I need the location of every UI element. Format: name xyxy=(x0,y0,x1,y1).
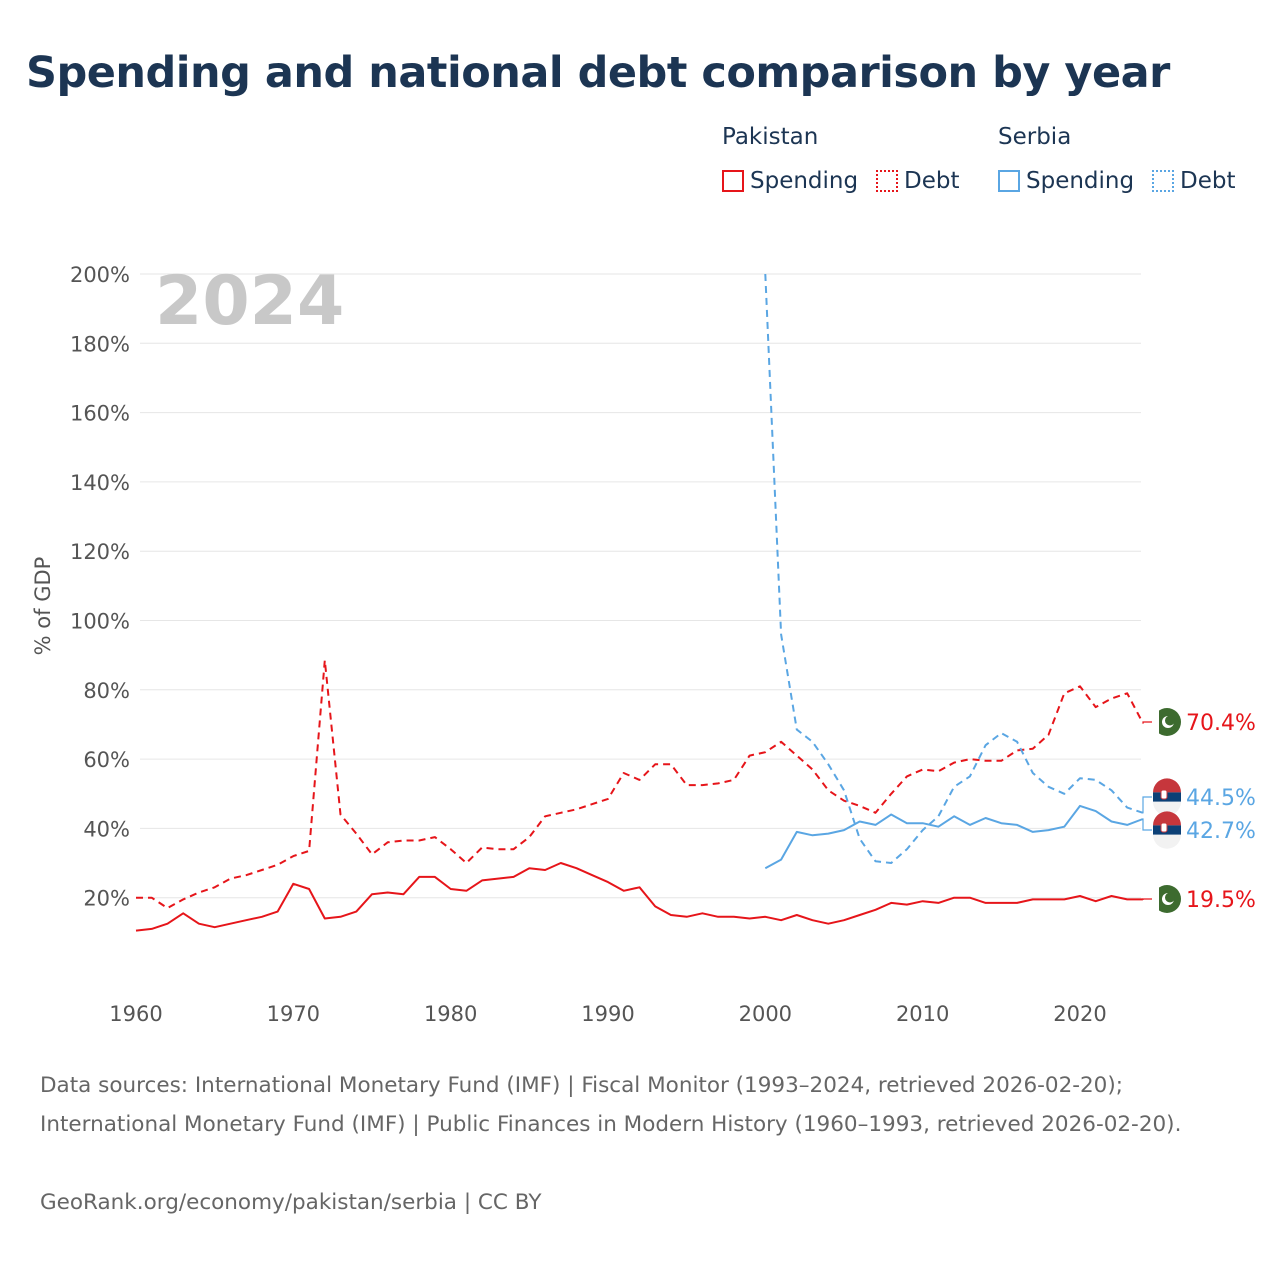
x-tick-label: 2000 xyxy=(739,1002,792,1026)
y-tick-label: 200% xyxy=(70,263,130,287)
pakistan-flag-icon xyxy=(1153,708,1181,736)
y-tick-label: 180% xyxy=(70,332,130,356)
pakistan-flag-icon xyxy=(1153,885,1181,913)
x-tick-label: 1980 xyxy=(424,1002,477,1026)
legend-serbia-debt[interactable]: Debt xyxy=(1152,166,1235,196)
credit-link[interactable]: GeoRank.org/economy/pakistan/serbia | CC… xyxy=(40,1190,542,1215)
x-tick-label: 1990 xyxy=(581,1002,634,1026)
y-tick-label: 40% xyxy=(83,817,130,841)
series-line-serbia-spending xyxy=(764,804,1144,870)
y-axis-label: % of GDP xyxy=(31,557,55,656)
serbia-flag-icon xyxy=(1153,778,1181,816)
leader-line xyxy=(1142,796,1152,814)
serbia-flag-icon xyxy=(1153,811,1181,849)
x-tick-label: 1970 xyxy=(267,1002,320,1026)
legend-swatch-solid-icon xyxy=(998,170,1020,192)
data-sources: Data sources: International Monetary Fun… xyxy=(40,1073,1182,1137)
y-tick-label: 20% xyxy=(83,887,130,911)
legend-country-pakistan: Pakistan xyxy=(722,124,819,150)
end-value-label: 44.5% xyxy=(1186,786,1256,811)
x-axis: 1960 1970 1980 1990 2000 2010 2020 xyxy=(109,1002,1106,1026)
x-tick-label: 2010 xyxy=(896,1002,949,1026)
legend-pakistan-spending[interactable]: Spending xyxy=(722,166,858,196)
chart-title: Spending and national debt comparison by… xyxy=(26,48,1170,98)
legend-pakistan-debt[interactable]: Debt xyxy=(876,166,959,196)
legend-swatch-dotted-icon xyxy=(876,170,898,192)
end-value-label: 19.5% xyxy=(1186,888,1256,913)
series-line-serbia-debt xyxy=(764,273,1144,864)
legend-label: Debt xyxy=(904,168,960,194)
legend-country-serbia: Serbia xyxy=(998,124,1072,150)
end-labels: 70.4% 19.5% 44.5% 42.7% xyxy=(1142,708,1256,913)
legend-label: Spending xyxy=(1026,168,1135,194)
series-line-pakistan-debt xyxy=(136,659,1144,910)
legend-label: Debt xyxy=(1180,168,1236,194)
x-tick-label: 2020 xyxy=(1053,1002,1106,1026)
end-value-label: 42.7% xyxy=(1186,819,1256,844)
y-tick-label: 140% xyxy=(70,471,130,495)
legend-label: Spending xyxy=(750,168,859,194)
year-watermark: 2024 xyxy=(155,262,344,341)
y-tick-label: 100% xyxy=(70,610,130,634)
legend-swatch-solid-icon xyxy=(722,170,744,192)
y-tick-label: 80% xyxy=(83,679,130,703)
x-tick-label: 1960 xyxy=(109,1002,162,1026)
legend-swatch-dotted-icon xyxy=(1152,170,1174,192)
y-tick-label: 120% xyxy=(70,540,130,564)
end-value-label: 70.4% xyxy=(1186,711,1256,736)
y-axis: 20% 40% 60% 80% 100% 120% 140% 160% 180% 200% xyxy=(70,263,130,911)
series-line-pakistan-spending xyxy=(135,862,1143,932)
y-tick-label: 160% xyxy=(70,402,130,426)
gridlines xyxy=(140,273,1141,899)
y-tick-label: 60% xyxy=(83,748,130,772)
legend-serbia-spending[interactable]: Spending xyxy=(998,166,1134,196)
series-lines xyxy=(135,273,1144,932)
chart-plot: 2024 20% 40% 60% 80% 100% 120% 140% 160% 180% 200… xyxy=(31,262,1256,1026)
leader-line xyxy=(1142,721,1152,724)
leader-line xyxy=(1142,818,1152,831)
